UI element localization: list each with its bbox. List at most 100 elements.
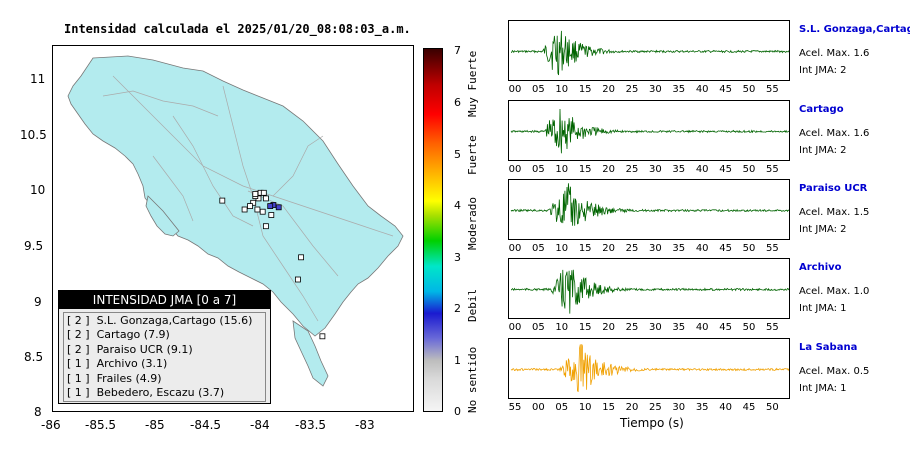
waveform-canvas: [510, 269, 789, 314]
station-acceleration: Acel. Max. 1.6: [799, 128, 870, 139]
y-tick: 8.5: [24, 350, 44, 364]
time-tick: 05: [532, 84, 545, 95]
time-tick: 20: [602, 322, 615, 333]
station-name: La Sabana: [799, 342, 858, 353]
colorbar-category: Muy Fuerte: [466, 50, 479, 117]
time-tick: 00: [508, 243, 522, 254]
time-tick: 55: [766, 322, 779, 333]
station-marker: [267, 203, 274, 210]
colorbar-tick: 3: [454, 251, 461, 264]
time-tick: 00: [508, 322, 522, 333]
y-tick: 10: [30, 183, 46, 197]
time-tick-row: 00 05 10 15 20 25 30 35 40 45 50 55: [508, 84, 798, 96]
station-acceleration: Acel. Max. 1.6: [799, 48, 870, 59]
time-tick: 35: [672, 84, 686, 95]
time-tick: 15: [578, 84, 592, 95]
map-title: Intensidad calculada el 2025/01/20_08:08…: [64, 22, 411, 36]
station-marker: [298, 254, 305, 261]
time-tick: 20: [602, 84, 615, 95]
colorbar-tick: 7: [454, 44, 461, 57]
station-jma-intensity: Int JMA: 1: [799, 303, 847, 314]
station-marker: [247, 203, 253, 210]
time-axis-label: Tiempo (s): [620, 416, 684, 430]
seismogram-panel[interactable]: [508, 20, 790, 81]
time-tick: 50: [742, 322, 756, 333]
time-tick: 45: [719, 243, 732, 254]
colorbar-category: No sentido: [466, 346, 479, 413]
costa-rica-landmass: [67, 55, 404, 337]
legend-list: [ 2 ] S.L. Gonzaga,Cartago (15.6) [ 2 ] …: [63, 312, 266, 403]
seismogram-panel[interactable]: [508, 258, 790, 319]
time-tick: 00: [508, 84, 522, 95]
time-tick: 20: [602, 164, 615, 175]
time-tick: 10: [555, 164, 569, 175]
time-tick: 40: [695, 322, 709, 333]
time-tick: 45: [719, 322, 732, 333]
x-tick: -85: [145, 418, 165, 432]
colorbar-tick: 0: [454, 405, 461, 418]
time-tick: 55: [766, 243, 779, 254]
time-tick: 20: [602, 243, 615, 254]
legend-row: [ 2 ] Cartago (7.9): [67, 328, 170, 342]
time-tick: 50: [742, 243, 756, 254]
colorbar-tick: 4: [454, 199, 461, 212]
station-marker: [262, 223, 269, 230]
waveform-canvas: [511, 30, 789, 76]
seismogram-panel[interactable]: [508, 179, 790, 240]
y-tick: 11: [30, 72, 46, 86]
time-tick: 10: [555, 84, 569, 95]
y-tick: 8: [34, 405, 42, 419]
time-tick: 00: [532, 402, 545, 413]
time-tick: 10: [555, 322, 569, 333]
station-name: S.L. Gonzaga,Cartago: [799, 24, 910, 35]
y-tick: 10.5: [20, 128, 47, 142]
station-marker: [268, 212, 275, 218]
legend-row: [ 2 ] Paraiso UCR (9.1): [67, 342, 193, 356]
time-tick: 40: [695, 84, 709, 95]
x-tick: -83: [355, 418, 375, 432]
waveform-trace: [510, 183, 789, 226]
seismogram-panel[interactable]: [508, 100, 790, 161]
station-name: Archivo: [799, 262, 842, 273]
station-name: Cartago: [799, 104, 844, 115]
time-tick: 25: [625, 164, 639, 175]
time-tick: 30: [649, 322, 662, 333]
time-tick: 35: [672, 322, 686, 333]
x-tick: -85.5: [85, 418, 117, 432]
station-marker: [241, 206, 248, 213]
waveform-canvas: [510, 183, 789, 226]
legend-row: [ 1 ] Frailes (4.9): [67, 371, 162, 385]
time-tick: 30: [649, 164, 662, 175]
nicoya-peninsula: [145, 195, 180, 237]
time-tick: 45: [742, 402, 756, 413]
legend-row: [ 1 ] Archivo (3.1): [67, 357, 168, 371]
time-tick: 40: [695, 164, 709, 175]
time-tick: 25: [649, 402, 662, 413]
time-tick: 15: [578, 243, 592, 254]
station-jma-intensity: Int JMA: 1: [799, 383, 847, 394]
station-marker: [275, 204, 282, 211]
colorbar-category: Debil: [466, 288, 479, 322]
colorbar-tick: 1: [454, 354, 461, 367]
legend-header: INTENSIDAD JMA [0 a 7]: [59, 291, 270, 309]
waveform-canvas: [510, 344, 789, 393]
station-marker: [219, 197, 226, 204]
station-marker: [262, 195, 269, 202]
time-tick: 10: [555, 243, 569, 254]
station-marker: [252, 190, 259, 197]
x-tick: -84.5: [190, 418, 222, 432]
intensity-legend: INTENSIDAD JMA [0 a 7] [ 2 ] S.L. Gonzag…: [58, 290, 271, 404]
time-tick: 30: [649, 243, 662, 254]
station-acceleration: Acel. Max. 0.5: [799, 366, 870, 377]
waveform-trace: [510, 344, 789, 393]
time-tick: 10: [578, 402, 592, 413]
station-marker: [260, 189, 267, 196]
station-marker: [294, 276, 301, 283]
seismogram-panel[interactable]: [508, 338, 790, 399]
time-tick: 45: [719, 84, 732, 95]
intensity-colorbar: [423, 48, 443, 412]
time-tick-row: 55 00 05 10 15 20 25 30 35 40 45 50: [508, 402, 798, 414]
time-tick-row: 00 05 10 15 20 25 30 35 40 45 50 55: [508, 322, 798, 334]
time-tick: 35: [672, 164, 686, 175]
time-tick: 05: [532, 243, 545, 254]
